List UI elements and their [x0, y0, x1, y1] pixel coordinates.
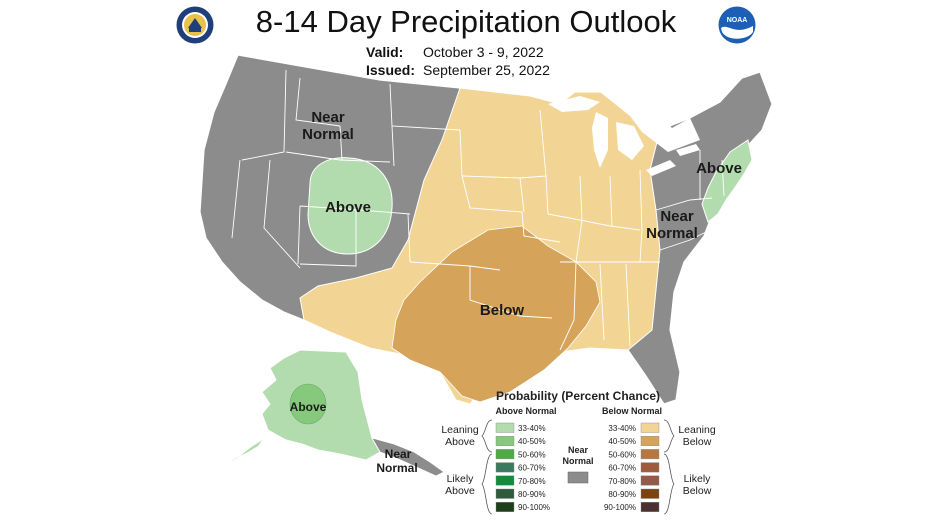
- above-alaska-label: Above: [290, 400, 327, 414]
- likely-below-2: Below: [683, 485, 712, 497]
- legend-below-header: Below Normal: [602, 406, 662, 416]
- legend-above-label: 90-100%: [518, 503, 550, 512]
- legend-below-swatch: [640, 502, 660, 512]
- leaning-above-1: Leaning: [441, 424, 479, 436]
- leaning-below-1: Leaning: [678, 424, 716, 436]
- issued-line: Issued:: [366, 62, 415, 78]
- issued-label: Issued:: [366, 62, 416, 78]
- legend-above-label: 40-50%: [518, 437, 546, 446]
- valid-line: Valid:: [366, 44, 403, 60]
- above-west-region: [307, 157, 393, 255]
- legend-above-swatch: [495, 449, 515, 460]
- near-normal-east-label-2: Normal: [646, 225, 698, 242]
- alaska-above-40-50-region: [289, 383, 327, 425]
- legend-above-swatch: [495, 502, 515, 512]
- legend-above-swatch: [495, 475, 515, 486]
- likely-above-1: Likely: [447, 473, 475, 485]
- legend-below-label: 80-90%: [608, 490, 636, 499]
- legend-below-label: 50-60%: [608, 450, 636, 459]
- legend-above-swatch: [495, 462, 515, 473]
- legend-below-swatch: [640, 449, 660, 460]
- legend-above-label: 70-80%: [518, 477, 546, 486]
- near-normal-east-label-1: Near: [660, 208, 694, 225]
- legend-near-label-1: Near: [568, 445, 589, 455]
- state-boundaries: [231, 69, 725, 351]
- great-lakes: [548, 96, 700, 176]
- legend-title: Probability (Percent Chance): [496, 389, 660, 403]
- legend-above-swatch: [495, 436, 515, 446]
- below-40-50-region: [391, 225, 601, 403]
- legend-above-label: 33-40%: [518, 424, 546, 433]
- above-west-label: Above: [325, 199, 371, 216]
- near-normal-alaska-label-2: Normal: [376, 461, 417, 475]
- alaska-panhandle-near-normal: [371, 437, 445, 477]
- below-south-label: Below: [480, 302, 525, 319]
- bracket-leaning-above: [481, 419, 493, 453]
- bracket-likely-below: [663, 453, 675, 515]
- noaa-text: NOAA: [727, 17, 748, 24]
- valid-label: Valid:: [366, 44, 404, 60]
- legend-below-label: 90-100%: [604, 503, 636, 512]
- legend-below-swatch: [640, 488, 660, 499]
- legend-below-label: 60-70%: [608, 464, 636, 473]
- valid-value: October 3 - 9, 2022: [423, 44, 544, 60]
- legend-above-label: 60-70%: [518, 464, 546, 473]
- legend-below-swatch: [640, 462, 660, 473]
- legend-near-label-2: Normal: [562, 456, 593, 466]
- legend-below-label: 33-40%: [608, 424, 636, 433]
- likely-above-2: Above: [445, 485, 475, 497]
- above-northeast-region: [701, 139, 753, 223]
- legend-below-swatches: 33-40% 40-50% 50-60% 60-70% 70-80% 80-90% 90-1…: [604, 422, 660, 512]
- legend-above-header: Above Normal: [495, 406, 556, 416]
- legend: Probability (Percent Chance) Above Norma…: [441, 389, 716, 515]
- legend-below-label: 70-80%: [608, 477, 636, 486]
- leaning-below-2: Below: [683, 436, 712, 448]
- likely-below-1: Likely: [684, 473, 712, 485]
- above-northeast-label: Above: [696, 160, 742, 177]
- aleutian-islands: [230, 440, 262, 462]
- legend-below-swatch: [640, 422, 660, 433]
- legend-above-swatches: 33-40% 40-50% 50-60% 60-70% 70-80% 80-90% 90-1…: [495, 422, 550, 512]
- canada-area: [600, 92, 700, 152]
- page-title: 8-14 Day Precipitation Outlook: [255, 4, 677, 39]
- near-normal-west-label-1: Near: [311, 109, 345, 126]
- noaa-logo-icon: NOAA: [718, 6, 756, 44]
- legend-below-swatch: [640, 475, 660, 486]
- legend-above-label: 80-90%: [518, 490, 546, 499]
- legend-above-swatch: [495, 422, 515, 433]
- legend-below-swatch: [640, 436, 660, 446]
- doc-seal-icon: [176, 6, 214, 44]
- issued-value: September 25, 2022: [423, 62, 550, 78]
- legend-below-label: 40-50%: [608, 437, 636, 446]
- legend-above-swatch: [495, 488, 515, 499]
- bracket-likely-above: [481, 453, 493, 515]
- legend-near-swatch: [567, 471, 589, 484]
- near-normal-west-label-2: Normal: [302, 126, 354, 143]
- near-normal-alaska-label-1: Near: [385, 447, 412, 461]
- leaning-above-2: Above: [445, 436, 475, 448]
- legend-above-label: 50-60%: [518, 450, 546, 459]
- bracket-leaning-below: [663, 419, 675, 453]
